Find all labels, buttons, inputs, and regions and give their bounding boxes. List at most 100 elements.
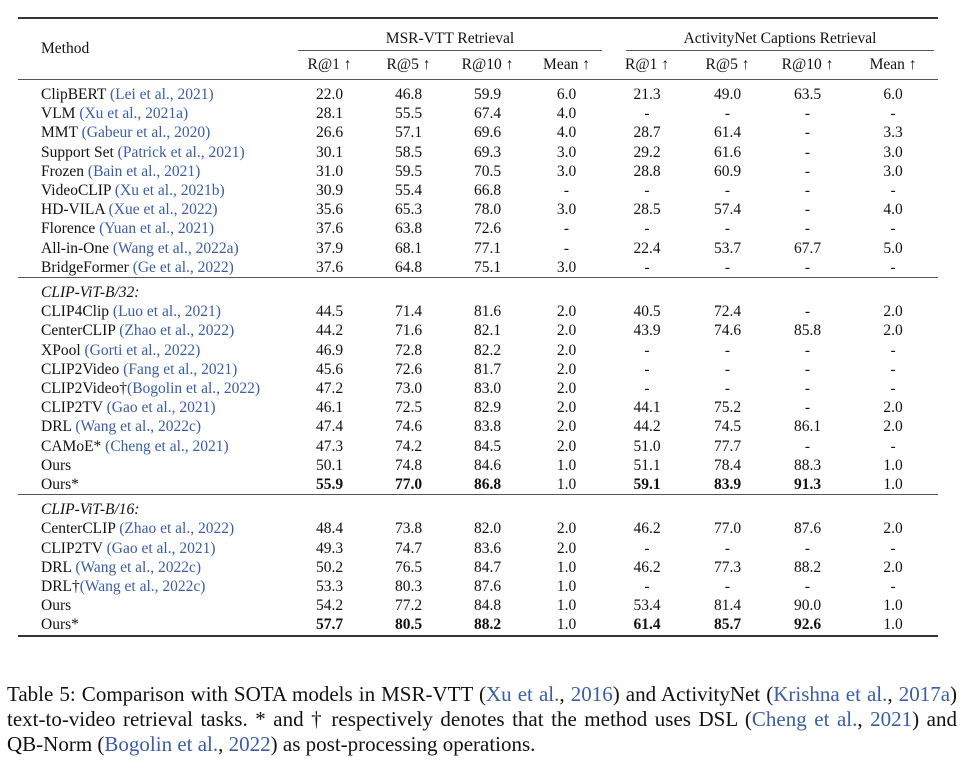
citation-link[interactable]: (Wang et al., 2022c) [75, 418, 202, 436]
value-cell: 2.0 [556, 341, 577, 359]
value-cell: 1.0 [527, 615, 606, 637]
citation-link[interactable]: (Wang et al., 2022c) [79, 578, 206, 596]
caption-citation-link[interactable]: 2022 [228, 732, 271, 756]
value-cell: 46.1 [315, 399, 344, 417]
caption-text: , [559, 682, 571, 706]
citation-link[interactable]: (Gorti et al., 2022) [84, 341, 201, 359]
method-name: VideoCLIP [41, 182, 115, 200]
caption-text: ) and ActivityNet ( [612, 682, 774, 706]
citation-link[interactable]: (Xu et al., 2021a) [79, 105, 189, 123]
value-cell: 3.0 [883, 162, 903, 180]
table-row: CLIP2TV (Gao et al., 2021) 49.3 74.7 83.6 2.… [18, 539, 938, 558]
value-cell: 49.0 [713, 86, 742, 103]
value-cell: 44.2 [633, 418, 661, 436]
citation-link[interactable]: (Ge et al., 2022) [132, 258, 234, 276]
group-label: CLIP-ViT-B/32: [41, 284, 140, 302]
method-name: MMT [41, 124, 82, 142]
citation-link[interactable]: (Wang et al., 2022a) [112, 239, 239, 257]
value-cell: - [563, 239, 570, 257]
citation-link[interactable]: (Zhao et al., 2022) [119, 322, 235, 340]
value-cell: - [804, 380, 811, 398]
value-cell: 51.1 [633, 456, 661, 474]
caption-citation-link[interactable]: 2017a [898, 682, 951, 706]
citation-link[interactable]: (Yuan et al., 2021) [99, 220, 215, 238]
caption-citation-link[interactable]: Bogolin et al. [104, 732, 219, 756]
citation-link[interactable]: (Fang et al., 2021) [123, 360, 238, 378]
value-cell: - [804, 124, 811, 142]
caption-text: ) and QB-Norm ( [7, 707, 957, 756]
citation-link[interactable]: (Patrick et al., 2021) [117, 143, 245, 161]
value-cell: 83.0 [473, 380, 502, 398]
results-table-container: Method MSR-VTT Retrieval ActivityNet Cap… [18, 17, 939, 637]
citation-link[interactable]: (Wang et al., 2022c) [75, 558, 202, 576]
caption-text: , [857, 707, 871, 731]
method-header: Method [18, 18, 290, 80]
table-row: All-in-One (Wang et al., 2022a) 37.9 68.1 7… [18, 239, 938, 258]
method-cell: HD-VILA (Xue et al., 2022) [18, 200, 290, 219]
value-cell: - [563, 182, 570, 200]
value-cell: 72.6 [473, 220, 502, 238]
caption-citation-link[interactable]: Cheng et al. [751, 707, 858, 731]
table-row: BridgeFormer (Ge et al., 2022) 37.6 64.8 75… [18, 258, 938, 278]
citation-link[interactable]: (Bogolin et al., 2022) [127, 380, 261, 398]
caption-text: ) text-to-video retrieval tasks. * and †… [7, 682, 958, 731]
table-row: CAMoE* (Cheng et al., 2021) 47.3 74.2 84.5 2… [18, 437, 938, 456]
method-name: All-in-One [41, 239, 113, 257]
caption-citation-link[interactable]: Krishna et al. [773, 682, 888, 706]
citation-link[interactable]: (Lei et al., 2021) [109, 86, 214, 103]
value-cell: 69.6 [473, 124, 502, 142]
value-cell: 57.4 [713, 201, 742, 219]
value-cell: 72.8 [394, 341, 423, 359]
value-cell: 43.9 [633, 322, 661, 340]
value-cell: - [804, 303, 811, 321]
value-cell: - [890, 437, 896, 455]
citation-link[interactable]: (Cheng et al., 2021) [105, 437, 229, 455]
caption-citation-link[interactable]: 2021 [870, 707, 913, 731]
value-cell: 1.0 [883, 476, 903, 494]
caption-citation-link[interactable]: 2016 [570, 682, 613, 706]
value-cell: 75.1 [473, 258, 502, 276]
value-cell: - [644, 380, 650, 398]
value-cell: 88.2 [448, 615, 527, 637]
caption-citation-link[interactable]: Xu et al. [486, 682, 560, 706]
value-cell: 2.0 [556, 437, 577, 455]
value-cell: 92.6 [767, 615, 848, 637]
value-cell: 53.3 [315, 578, 344, 596]
value-cell: 45.6 [315, 360, 344, 378]
citation-link[interactable]: (Xu et al., 2021b) [114, 182, 225, 200]
citation-link[interactable]: (Gabeur et al., 2020) [81, 124, 211, 142]
method-cell: CenterCLIP (Zhao et al., 2022) [18, 321, 290, 340]
citation-link[interactable]: (Luo et al., 2021) [112, 303, 221, 321]
msr-vtt-group-header: MSR-VTT Retrieval [298, 28, 602, 51]
method-name: DRL [41, 418, 76, 436]
citation-link[interactable]: (Gao et al., 2021) [106, 539, 216, 557]
value-cell: 30.9 [315, 182, 344, 200]
value-cell: 2.0 [883, 418, 903, 436]
msr-column-header: R@1 ↑ [307, 56, 352, 74]
table-caption: Table 5: Comparison with SOTA models in … [7, 682, 957, 757]
activitynet-group-header: ActivityNet Captions Retrieval [626, 28, 935, 51]
citation-link[interactable]: (Bain et al., 2021) [87, 162, 201, 180]
value-cell: - [890, 341, 896, 359]
method-cell: Ours [18, 456, 290, 475]
method-name: DRL [41, 558, 76, 576]
value-cell: 44.5 [315, 303, 344, 321]
caption-text: Table 5: Comparison with SOTA models in … [7, 682, 486, 706]
citation-link[interactable]: (Xue et al., 2022) [108, 201, 218, 219]
value-cell: 57.7 [290, 615, 369, 637]
method-cell: VLM (Xu et al., 2021a) [18, 104, 290, 123]
caption-text: , [887, 682, 899, 706]
method-cell: CenterCLIP (Zhao et al., 2022) [18, 519, 290, 538]
value-cell: 29.2 [633, 143, 661, 161]
value-cell: 37.6 [315, 258, 344, 276]
method-cell: Support Set (Patrick et al., 2021) [18, 143, 290, 162]
value-cell: 69.3 [473, 143, 502, 161]
citation-link[interactable]: (Zhao et al., 2022) [119, 520, 235, 538]
method-cell: Frozen (Bain et al., 2021) [18, 162, 290, 181]
value-cell: - [724, 539, 731, 557]
table-row: DRL†(Wang et al., 2022c) 53.3 80.3 87.6 1.0 -… [18, 577, 938, 596]
citation-link[interactable]: (Gao et al., 2021) [106, 399, 216, 417]
msr-column-header: R@5 ↑ [386, 56, 431, 74]
method-name: Ours [41, 456, 72, 474]
value-cell: 47.3 [315, 437, 344, 455]
